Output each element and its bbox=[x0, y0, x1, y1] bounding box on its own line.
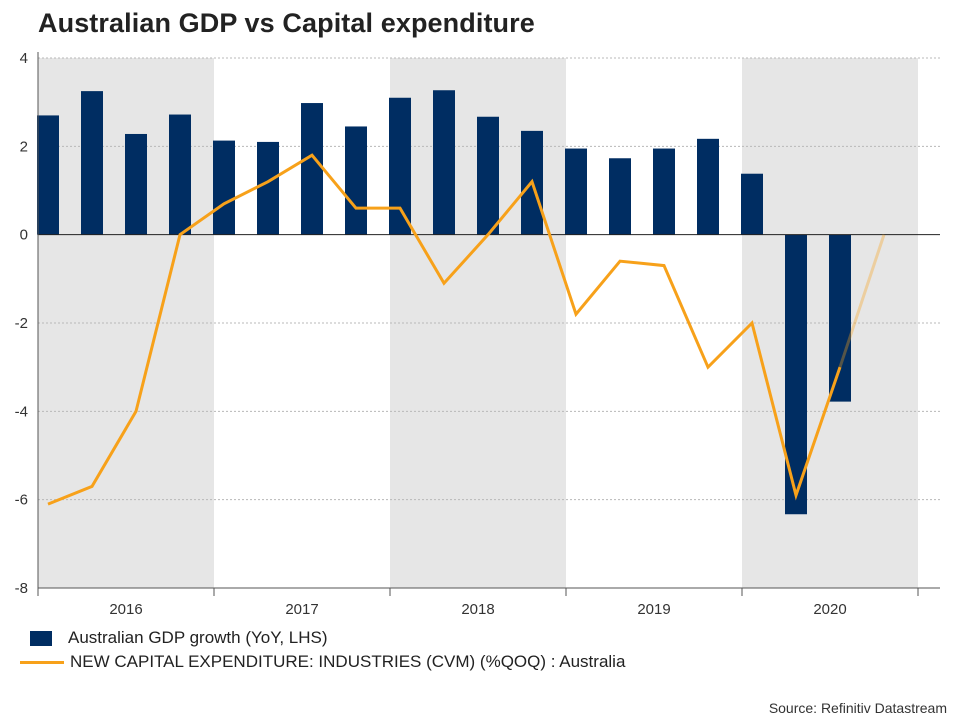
gdp-bar bbox=[37, 115, 59, 235]
legend: Australian GDP growth (YoY, LHS) NEW CAP… bbox=[20, 626, 625, 674]
legend-bar-swatch bbox=[30, 630, 52, 646]
legend-item-gdp: Australian GDP growth (YoY, LHS) bbox=[20, 626, 625, 650]
gdp-bar bbox=[81, 91, 103, 235]
legend-item-capex: NEW CAPITAL EXPENDITURE: INDUSTRIES (CVM… bbox=[20, 650, 625, 674]
x-tick-label: 2017 bbox=[285, 601, 318, 618]
source-note: Source: Refinitiv Datastream bbox=[768, 700, 947, 716]
gdp-bar bbox=[257, 141, 279, 235]
y-tick-label: -8 bbox=[15, 580, 28, 597]
gdp-bar bbox=[741, 173, 763, 235]
chart-title: Australian GDP vs Capital expenditure bbox=[38, 8, 535, 38]
y-tick-label: 0 bbox=[20, 227, 28, 244]
gdp-bar bbox=[389, 97, 411, 235]
gdp-bar bbox=[785, 234, 807, 515]
y-tick-label: 2 bbox=[20, 138, 28, 155]
gdp-bar bbox=[697, 138, 719, 235]
gdp-bar bbox=[125, 133, 147, 235]
gdp-bar bbox=[345, 126, 367, 235]
gdp-bar bbox=[829, 234, 851, 402]
x-tick-label: 2016 bbox=[109, 601, 142, 618]
legend-capex-label: NEW CAPITAL EXPENDITURE: INDUSTRIES (CVM… bbox=[70, 652, 626, 671]
y-tick-label: -4 bbox=[15, 403, 28, 420]
gdp-bar bbox=[213, 140, 235, 235]
capex-line-forecast bbox=[838, 234, 886, 368]
gdp-bar bbox=[169, 114, 191, 235]
x-tick-label: 2020 bbox=[813, 601, 846, 618]
legend-line-swatch bbox=[20, 660, 64, 664]
y-tick-label: -2 bbox=[15, 315, 28, 332]
gdp-bar bbox=[653, 148, 675, 235]
legend-gdp-label: Australian GDP growth (YoY, LHS) bbox=[68, 628, 328, 647]
y-tick-label: -6 bbox=[15, 492, 28, 509]
gdp-bar bbox=[301, 103, 323, 235]
gdp-bar bbox=[565, 148, 587, 235]
x-tick-label: 2019 bbox=[637, 601, 670, 618]
y-tick-label: 4 bbox=[20, 50, 28, 67]
gdp-bar bbox=[609, 158, 631, 235]
gdp-bar bbox=[433, 90, 455, 235]
gdp-bar bbox=[477, 116, 499, 235]
x-tick-label: 2018 bbox=[461, 601, 494, 618]
